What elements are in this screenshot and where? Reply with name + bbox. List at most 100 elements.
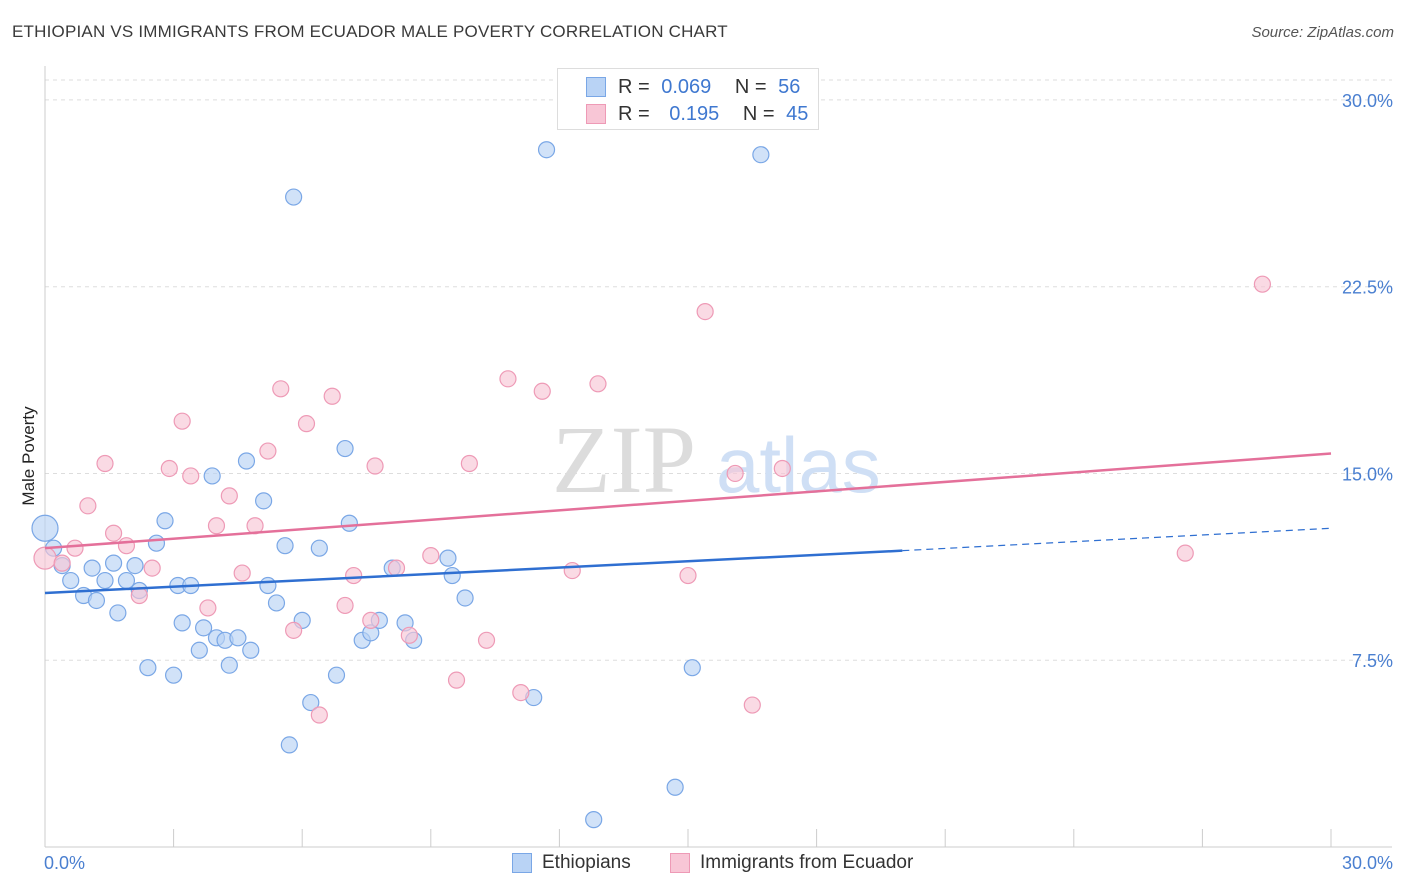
legend-swatch-blue (512, 853, 532, 873)
correlation-legend: R = 0.069 N = 56 R = 0.195 N = 45 (557, 68, 819, 130)
ecuador-point (259, 442, 277, 460)
ecuador-point (422, 547, 440, 565)
ethiopian-point (340, 514, 358, 532)
ecuador-point (366, 457, 384, 475)
ecuador-point (696, 302, 714, 321)
ethiopian-point (31, 514, 59, 542)
ethiopian-point (195, 619, 213, 637)
ethiopian-point (336, 439, 354, 458)
legend-stats-ethiopians: R = 0.069 N = 56 (618, 76, 800, 99)
n-label: N = (742, 102, 775, 125)
watermark-zip: ZIP (552, 406, 696, 513)
watermark-atlas: atlas (716, 421, 881, 509)
ecuador-point (499, 370, 517, 388)
ecuador-point (336, 596, 354, 615)
ethiopian-point (585, 811, 603, 829)
ecuador-point (96, 454, 114, 473)
ethiopian-point (267, 594, 286, 612)
y-axis-label: Male Poverty (19, 406, 38, 506)
ecuador-point (726, 464, 744, 483)
ecuador-point (297, 415, 316, 433)
ethiopian-point (752, 146, 770, 164)
legend-swatch-pink (670, 853, 690, 873)
ethiopian-point (220, 656, 238, 674)
ecuador-point (233, 564, 251, 582)
chart-title: ETHIOPIAN VS IMMIGRANTS FROM ECUADOR MAL… (12, 22, 728, 41)
ecuador-point (143, 559, 161, 577)
ecuador-point (272, 380, 290, 398)
ecuador-point (743, 696, 761, 714)
ethiopian-point (173, 614, 191, 632)
ecuador-point (207, 517, 226, 535)
data-points (31, 141, 1272, 829)
r-label: R = (618, 75, 650, 98)
ethiopian-point (443, 566, 461, 585)
legend-stats-ecuador: R = 0.195 N = 45 (618, 103, 808, 126)
ecuador-trend-line (44, 452, 1332, 550)
ethiopian-point (242, 641, 260, 659)
ethiopian-point (203, 467, 221, 485)
ethiopian-point (190, 641, 208, 659)
ecuador-point (117, 537, 136, 555)
x-tick-label-start: 0.0% (44, 853, 85, 873)
ecuador-point (199, 599, 217, 617)
legend-swatch-blue (586, 77, 606, 97)
ethiopian-point (259, 576, 277, 595)
ecuador-point (400, 626, 418, 644)
ethiopian-point (109, 604, 127, 622)
ecuador-point (679, 566, 697, 585)
legend-swatch-pink (586, 104, 606, 124)
r-value: 0.069 (661, 75, 712, 98)
ethiopian-point (139, 659, 157, 677)
ethiopian-point (104, 554, 123, 572)
ethiopian-point (255, 492, 273, 510)
ethiopian-point (62, 571, 80, 590)
ethiopian-point (439, 549, 457, 567)
n-label: N = (734, 75, 767, 98)
ecuador-point (310, 706, 328, 724)
legend-label-ecuador: Immigrants from Ecuador (700, 852, 914, 873)
ecuador-point (773, 459, 791, 478)
ethiopian-point (147, 534, 166, 552)
ecuador-point (323, 387, 341, 405)
y-tick-label: 30.0% (1342, 91, 1393, 111)
ethiopian-point (683, 659, 701, 677)
ethiopian-point (87, 591, 106, 610)
ethiopian-point (156, 512, 174, 530)
ecuador-point (563, 561, 581, 580)
ecuador-point (182, 467, 200, 485)
x-tick-label-end: 30.0% (1342, 853, 1393, 873)
ethiopian-point (237, 452, 256, 470)
axes (44, 66, 1392, 848)
ecuador-point (477, 631, 496, 649)
source-label: Source: ZipAtlas.com (1251, 24, 1394, 41)
ethiopian-point (456, 589, 474, 607)
ecuador-point (345, 566, 363, 585)
ethiopian-point (327, 666, 346, 684)
watermark: ZIP atlas (552, 406, 881, 513)
ecuador-point (589, 375, 607, 393)
legend-label-ethiopians: Ethiopians (542, 852, 631, 873)
tick-labels: 7.5% 15.0% 22.5% 30.0% 0.0% 30.0% (44, 91, 1393, 873)
y-tick-label: 22.5% (1342, 278, 1393, 298)
ethiopian-trend-extension (902, 527, 1332, 552)
ethiopian-point (165, 666, 183, 684)
ethiopian-point (666, 778, 684, 796)
ecuador-point (387, 559, 406, 577)
ecuador-point (66, 539, 84, 557)
ethiopian-point (285, 188, 303, 206)
y-tick-label: 15.0% (1342, 464, 1393, 484)
ecuador-point (1253, 275, 1272, 293)
ecuador-point (447, 671, 466, 689)
trend-lines (44, 452, 1332, 595)
ethiopian-trend-line (44, 549, 903, 595)
ethiopian-point (537, 141, 556, 159)
ethiopian-point (229, 629, 247, 647)
ethiopian-point (96, 571, 114, 590)
ethiopian-point (302, 693, 320, 712)
n-value: 45 (786, 102, 809, 125)
ecuador-point (130, 586, 148, 605)
ecuador-point (460, 454, 478, 473)
ecuador-point (79, 497, 97, 515)
ecuador-point (220, 487, 238, 505)
